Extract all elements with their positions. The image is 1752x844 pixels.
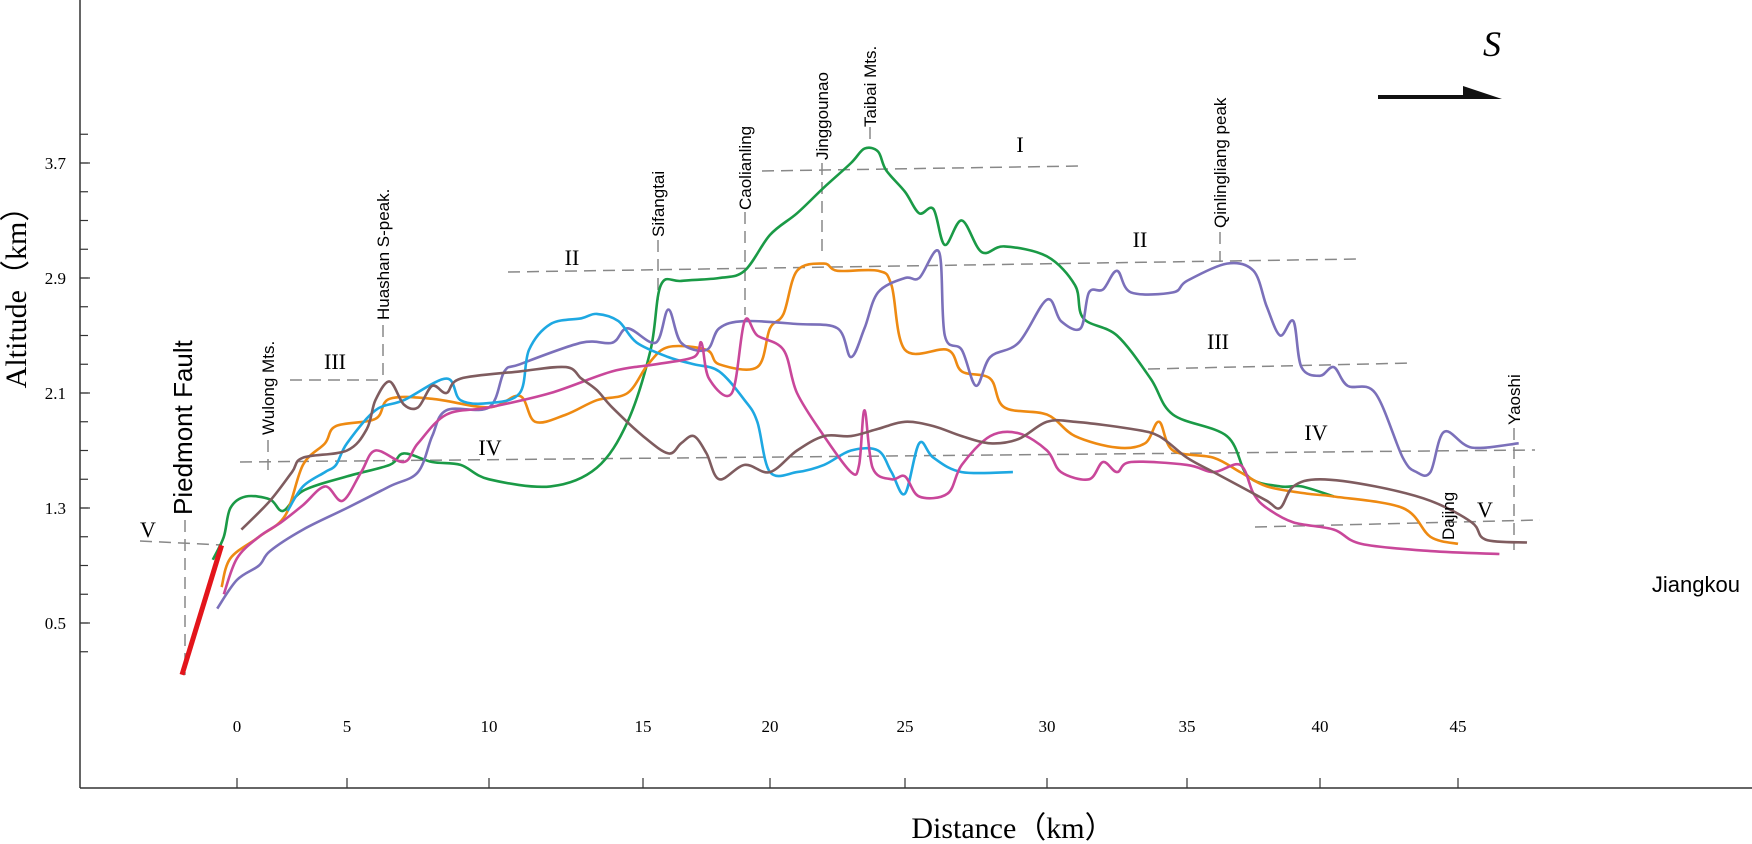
place-label: Huashan S-peak. bbox=[374, 189, 393, 320]
dashed-guide-line bbox=[507, 258, 1359, 273]
profile-line bbox=[220, 262, 1459, 588]
surface-label: IV bbox=[478, 435, 501, 460]
x-tick-label: 45 bbox=[1450, 717, 1467, 736]
place-label: Caolianling bbox=[736, 126, 755, 210]
direction-arrow-icon bbox=[1378, 86, 1502, 99]
x-tick-label: 0 bbox=[233, 717, 242, 736]
place-label: Jinggounao bbox=[813, 72, 832, 160]
x-axis-title: Distance（km） bbox=[911, 812, 1114, 844]
x-tick-label: 15 bbox=[635, 717, 652, 736]
surface-label: V bbox=[1477, 497, 1493, 522]
place-label: Taibai Mts. bbox=[861, 46, 880, 127]
profile-line bbox=[286, 312, 1013, 512]
surface-label: V bbox=[140, 517, 156, 542]
x-tick-label: 10 bbox=[481, 717, 498, 736]
place-label: Sifangtai bbox=[649, 171, 668, 237]
profile-line bbox=[240, 365, 1528, 544]
dashed-guide-line bbox=[761, 165, 1081, 172]
place-label: Wulong Mts. bbox=[259, 341, 278, 435]
y-tick-label: 0.5 bbox=[45, 614, 66, 633]
y-tick-label: 2.1 bbox=[45, 384, 66, 403]
place-label: Dajing bbox=[1439, 492, 1458, 540]
surface-label: I bbox=[1016, 132, 1023, 157]
y-tick-label: 2.9 bbox=[45, 269, 66, 288]
dashed-guide-line bbox=[1147, 362, 1413, 370]
y-axis-title: Altitude（km） bbox=[0, 192, 33, 389]
x-tick-label: 30 bbox=[1039, 717, 1056, 736]
surface-label: II bbox=[1133, 227, 1148, 252]
x-tick-label: 20 bbox=[762, 717, 779, 736]
x-tick-label: 35 bbox=[1179, 717, 1196, 736]
dashed-guide-line bbox=[139, 540, 223, 546]
dashed-guide-line bbox=[1254, 519, 1541, 528]
profile-line bbox=[211, 146, 1335, 561]
surface-label: II bbox=[565, 245, 580, 270]
direction-label: S bbox=[1483, 24, 1501, 64]
dashed-guide-line bbox=[239, 449, 1536, 463]
x-tick-label: 40 bbox=[1312, 717, 1329, 736]
profile-line bbox=[222, 317, 1500, 595]
erosion-surface-lines bbox=[139, 127, 1541, 675]
piedmont-fault-line bbox=[179, 544, 224, 676]
y-tick-label: 1.3 bbox=[45, 499, 66, 518]
y-tick-label: 3.7 bbox=[45, 154, 67, 173]
profile-series bbox=[179, 146, 1528, 676]
place-label: Yaoshi bbox=[1505, 374, 1524, 425]
surface-label: IV bbox=[1304, 420, 1327, 445]
place-label-jiangkou: Jiangkou bbox=[1652, 572, 1740, 597]
place-label: Qinlingliang peak bbox=[1211, 97, 1230, 228]
x-tick-label: 5 bbox=[343, 717, 352, 736]
surface-label: III bbox=[324, 349, 346, 374]
surface-label: III bbox=[1207, 329, 1229, 354]
place-label: Piedmont Fault bbox=[168, 339, 198, 515]
x-tick-label: 25 bbox=[897, 717, 914, 736]
